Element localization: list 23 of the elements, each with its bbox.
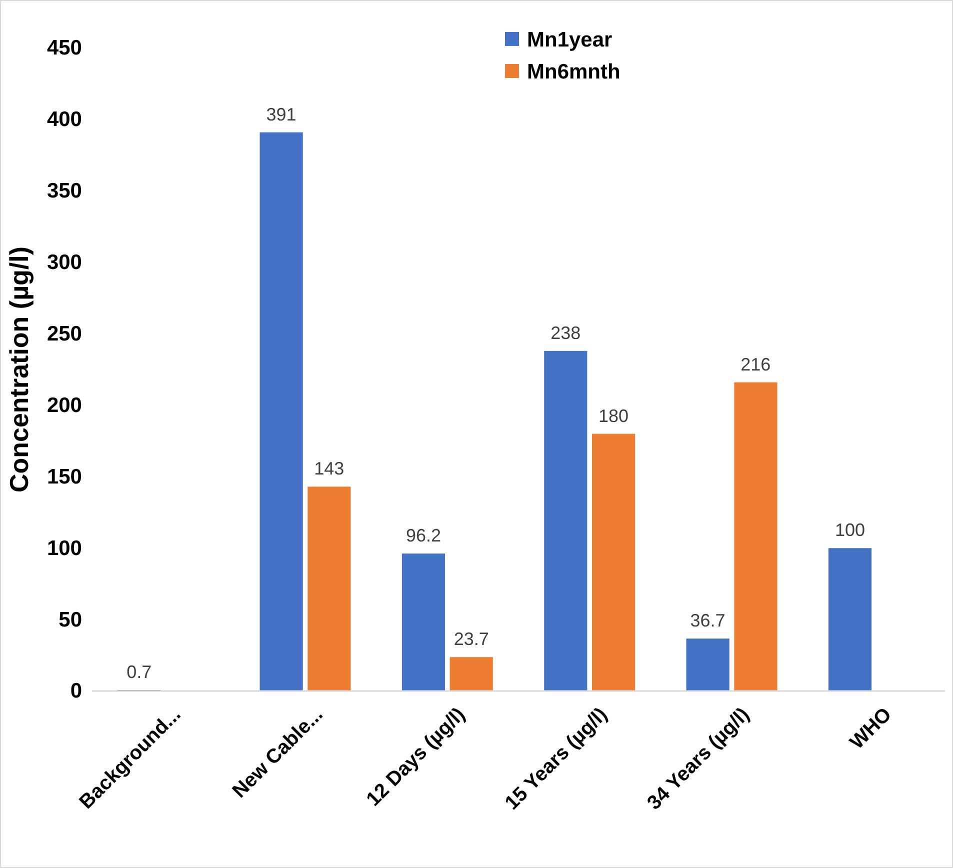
data-label: 180: [598, 406, 629, 426]
data-label: 216: [740, 354, 771, 374]
y-tick-label: 350: [46, 180, 82, 203]
data-label: 391: [266, 104, 296, 124]
data-label: 96.2: [406, 526, 441, 546]
data-label: 36.7: [690, 610, 726, 631]
y-tick-label: 0: [70, 680, 82, 703]
y-axis-title: Concentration (µg/l): [4, 246, 34, 493]
legend-label: Mn6mnth: [527, 60, 620, 84]
y-tick-label: 150: [46, 465, 82, 488]
data-label: 100: [834, 520, 865, 540]
y-tick-label: 50: [58, 608, 82, 632]
y-tick-label: 300: [46, 251, 82, 274]
y-tick-label: 450: [46, 36, 82, 60]
y-tick-label: 200: [46, 394, 82, 417]
y-tick-label: 250: [46, 322, 82, 346]
data-label: 0.7: [126, 662, 152, 682]
data-label: 23.7: [454, 629, 489, 650]
y-tick-label: 100: [46, 536, 82, 560]
data-label: 143: [314, 458, 344, 479]
y-tick-label: 400: [46, 108, 82, 132]
data-label: 238: [550, 322, 581, 343]
legend-label: Mn1year: [527, 28, 612, 52]
